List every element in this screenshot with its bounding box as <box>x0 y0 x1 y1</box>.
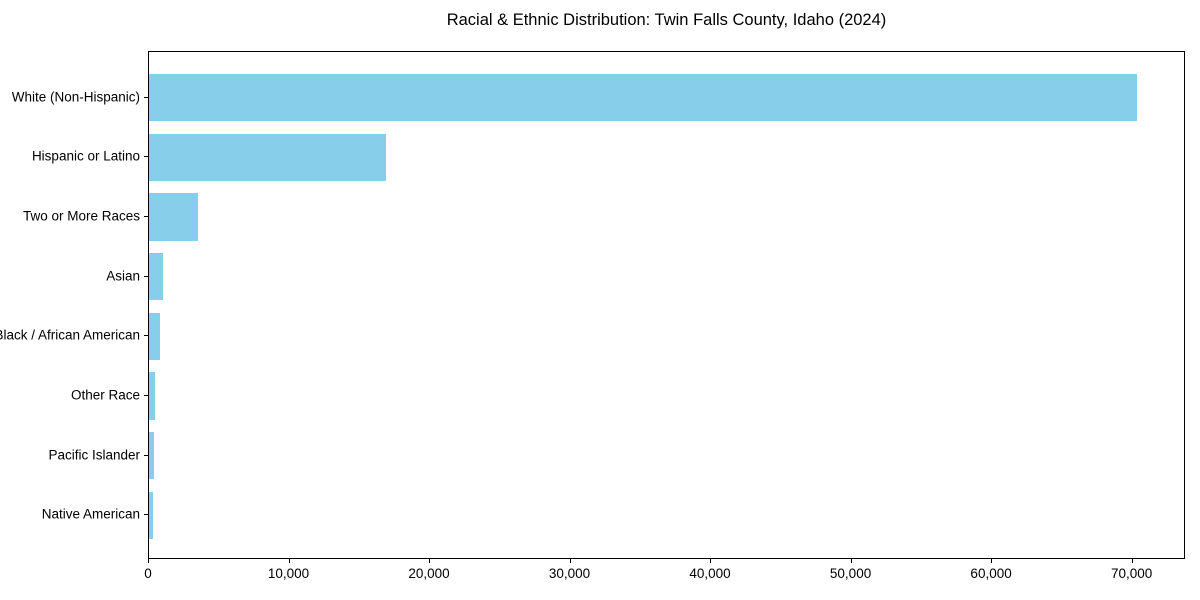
bar-black-african-american <box>149 312 161 361</box>
bar-hispanic-or-latino <box>149 133 387 182</box>
x-tick-label: 60,000 <box>970 566 1012 581</box>
chart-title: Racial & Ethnic Distribution: Twin Falls… <box>446 11 887 29</box>
bar-asian <box>149 252 164 301</box>
y-tick-mark <box>144 216 148 218</box>
x-tick-mark <box>850 559 852 563</box>
x-tick-label: 30,000 <box>548 566 591 581</box>
y-tick-label: Other Race <box>70 387 140 403</box>
x-tick-label: 40,000 <box>689 566 731 581</box>
x-tick-label: 20,000 <box>408 566 450 581</box>
y-tick-mark <box>144 335 148 337</box>
x-tick-mark <box>429 559 431 563</box>
bar-pacific-islander <box>149 431 155 480</box>
y-tick-label: Asian <box>106 268 140 284</box>
y-tick-mark <box>144 96 148 98</box>
plot-area <box>148 51 1185 559</box>
bar-white-non-hispanic- <box>149 73 1137 122</box>
y-tick-label: Native American <box>41 506 140 522</box>
y-tick-label: Two or More Races <box>22 208 140 224</box>
x-tick-label: 70,000 <box>1110 566 1153 581</box>
bar-two-or-more-races <box>149 193 199 241</box>
y-tick-mark <box>144 275 148 277</box>
x-tick-label: 10,000 <box>267 566 310 581</box>
x-tick-mark <box>710 559 712 563</box>
y-tick-mark <box>144 395 148 396</box>
x-tick-label: 50,000 <box>829 566 872 581</box>
y-tick-label: White (Non-Hispanic) <box>11 89 140 105</box>
y-tick-mark <box>144 454 148 456</box>
x-tick-label: 0 <box>144 566 152 581</box>
y-tick-mark <box>144 514 148 516</box>
x-tick-mark <box>148 559 149 563</box>
x-tick-mark <box>991 559 993 563</box>
y-tick-label: Pacific Islander <box>48 447 140 463</box>
x-tick-mark <box>569 559 571 563</box>
bar-native-american <box>149 491 154 540</box>
y-tick-mark <box>144 156 148 158</box>
x-tick-mark <box>1131 559 1133 563</box>
x-tick-mark <box>288 559 290 563</box>
bar-other-race <box>149 372 156 420</box>
y-tick-label: Black / African American <box>0 327 140 343</box>
y-tick-label: Hispanic or Latino <box>31 148 140 164</box>
